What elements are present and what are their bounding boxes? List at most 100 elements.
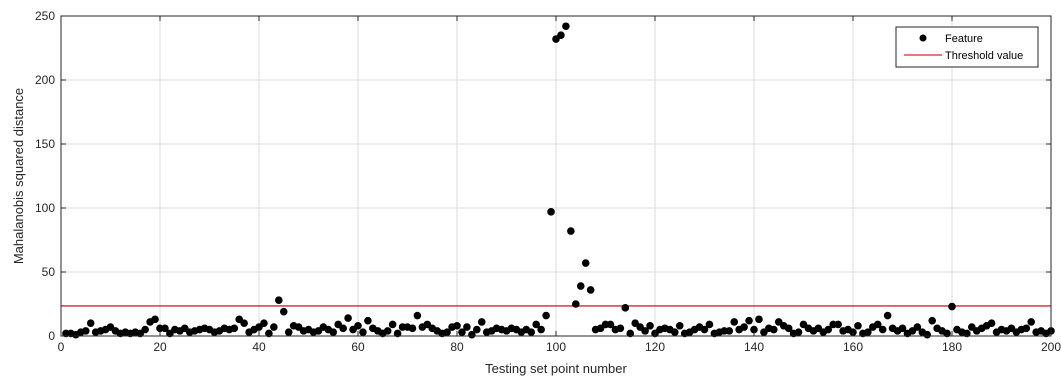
legend-threshold-label: Threshold value (945, 50, 1023, 62)
data-point (675, 321, 684, 330)
data-point (913, 323, 922, 331)
data-point (581, 259, 590, 267)
legend-feature-marker-icon (919, 34, 927, 42)
data-point (740, 323, 748, 331)
data-point (864, 328, 872, 336)
data-point (824, 325, 833, 334)
data-point (1022, 324, 1031, 333)
data-point (576, 282, 585, 290)
y-tick-label: 250 (35, 9, 55, 23)
legend-feature-label: Feature (945, 33, 983, 45)
x-tick-label: 20 (153, 340, 167, 354)
data-point (270, 323, 278, 331)
data-point (383, 327, 392, 335)
x-tick-label: 60 (351, 340, 365, 354)
data-point (700, 325, 709, 334)
data-point (240, 319, 248, 328)
data-point (275, 296, 283, 304)
data-point (730, 318, 738, 326)
legend: Feature Threshold value (895, 26, 1039, 68)
x-tick-label: 80 (450, 340, 464, 354)
data-point (141, 325, 149, 334)
data-point (626, 329, 635, 338)
data-point (532, 320, 540, 329)
data-point (621, 304, 630, 312)
x-tick-label: 120 (645, 340, 665, 354)
data-point (923, 330, 932, 339)
data-point (883, 311, 892, 320)
data-point (745, 316, 753, 325)
data-point (854, 321, 862, 330)
data-point (477, 318, 486, 326)
data-point (725, 327, 734, 335)
y-tick-label: 0 (48, 329, 55, 343)
data-point (279, 307, 288, 316)
data-point (572, 300, 580, 308)
data-point (468, 330, 476, 339)
data-point (230, 324, 239, 333)
data-point (646, 321, 654, 330)
data-point (161, 324, 169, 333)
data-point (86, 319, 95, 328)
y-axis-ticks: 0 50 100 150 200 250 (35, 9, 1051, 343)
data-point (606, 320, 615, 329)
y-tick-label: 50 (42, 265, 56, 279)
data-point (151, 315, 159, 324)
x-tick-label: 40 (252, 340, 266, 354)
data-point (473, 325, 481, 334)
data-point (408, 324, 417, 333)
data-point (671, 328, 679, 336)
x-tick-label: 0 (58, 340, 65, 354)
x-axis-ticks: 0 20 40 60 80 100 120 140 160 180 200 (58, 16, 1061, 354)
data-point (586, 286, 595, 294)
data-point (284, 328, 293, 336)
data-point (339, 324, 347, 333)
data-point (948, 302, 956, 311)
data-point (260, 319, 268, 328)
data-point (1027, 318, 1035, 326)
y-axis-label: Mahalanobis squared distance (11, 88, 26, 264)
x-tick-label: 200 (1041, 340, 1061, 354)
data-point (750, 325, 758, 334)
data-point (898, 324, 907, 333)
data-point (641, 327, 649, 335)
data-point (542, 311, 550, 320)
data-point (463, 323, 471, 331)
x-tick-label: 160 (843, 340, 863, 354)
data-point (547, 208, 555, 216)
data-point (265, 329, 273, 338)
data-point (878, 325, 887, 334)
data-point (963, 329, 971, 338)
data-point (329, 328, 338, 336)
data-point (794, 328, 803, 336)
data-point (562, 22, 570, 31)
data-point (755, 315, 763, 324)
data-point (527, 328, 536, 336)
data-point (770, 325, 778, 334)
data-point (443, 328, 451, 336)
data-point (987, 319, 996, 328)
legend-box (895, 26, 1039, 68)
data-point (784, 324, 793, 333)
data-point (928, 316, 936, 325)
data-point (873, 320, 882, 329)
data-point (943, 329, 951, 338)
data-point (537, 325, 545, 334)
x-tick-label: 100 (546, 340, 566, 354)
data-point (458, 328, 466, 336)
data-point (557, 31, 565, 39)
x-tick-label: 140 (744, 340, 764, 354)
data-points (62, 22, 1055, 339)
x-tick-label: 180 (942, 340, 962, 354)
data-point (354, 321, 362, 330)
data-point (567, 227, 575, 235)
data-point (453, 321, 461, 330)
data-point (413, 311, 422, 320)
data-point (388, 320, 397, 329)
y-tick-label: 100 (35, 201, 55, 215)
data-point (359, 328, 367, 336)
data-point (81, 327, 90, 335)
data-point (344, 314, 352, 322)
data-point (834, 320, 842, 329)
